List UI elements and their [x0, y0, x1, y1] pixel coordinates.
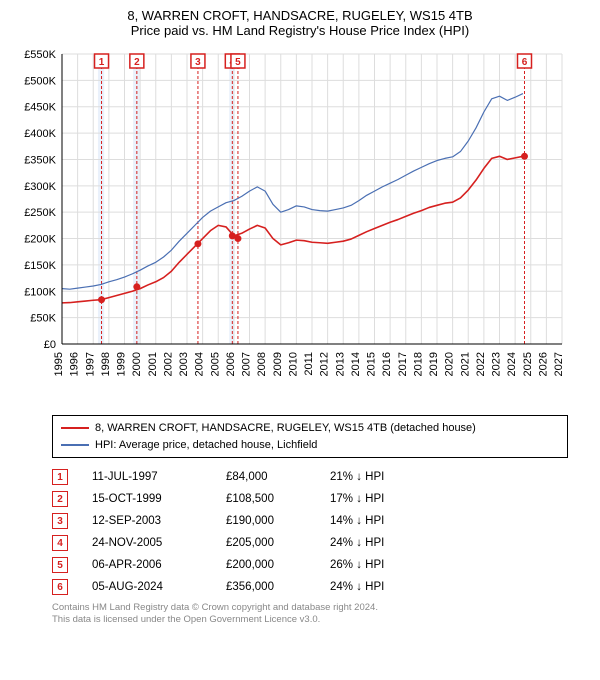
sale-date: 12-SEP-2003 — [92, 515, 202, 527]
svg-text:1995: 1995 — [53, 352, 65, 376]
svg-text:£450K: £450K — [24, 102, 56, 114]
page-title: 8, WARREN CROFT, HANDSACRE, RUGELEY, WS1… — [12, 8, 588, 23]
table-row: 2 15-OCT-1999 £108,500 17% ↓ HPI — [52, 488, 568, 510]
svg-text:1997: 1997 — [84, 352, 96, 376]
sale-delta: 21% ↓ HPI — [330, 471, 430, 483]
legend-swatch — [61, 427, 89, 429]
table-row: 5 06-APR-2006 £200,000 26% ↓ HPI — [52, 554, 568, 576]
sale-delta: 26% ↓ HPI — [330, 559, 430, 571]
svg-text:2020: 2020 — [444, 352, 456, 376]
legend-row: HPI: Average price, detached house, Lich… — [61, 437, 559, 454]
sale-price: £108,500 — [226, 493, 306, 505]
sale-price: £84,000 — [226, 471, 306, 483]
svg-text:2008: 2008 — [256, 352, 268, 376]
svg-text:2026: 2026 — [537, 352, 549, 376]
sale-price: £190,000 — [226, 515, 306, 527]
svg-text:2014: 2014 — [350, 352, 362, 376]
page-subtitle: Price paid vs. HM Land Registry's House … — [12, 23, 588, 38]
svg-text:2011: 2011 — [303, 352, 315, 376]
svg-text:2012: 2012 — [319, 352, 331, 376]
sale-price: £200,000 — [226, 559, 306, 571]
sale-price: £205,000 — [226, 537, 306, 549]
svg-text:2016: 2016 — [381, 352, 393, 376]
svg-text:2018: 2018 — [412, 352, 424, 376]
sale-number-box: 5 — [52, 557, 68, 573]
svg-text:£200K: £200K — [24, 234, 56, 246]
sale-date: 24-NOV-2005 — [92, 537, 202, 549]
svg-text:£400K: £400K — [24, 128, 56, 140]
table-row: 3 12-SEP-2003 £190,000 14% ↓ HPI — [52, 510, 568, 532]
table-row: 4 24-NOV-2005 £205,000 24% ↓ HPI — [52, 532, 568, 554]
footer-line2: This data is licensed under the Open Gov… — [52, 614, 568, 626]
svg-text:2009: 2009 — [272, 352, 284, 376]
svg-text:£150K: £150K — [24, 260, 56, 272]
svg-text:3: 3 — [195, 57, 201, 68]
svg-text:5: 5 — [235, 57, 241, 68]
sale-delta: 17% ↓ HPI — [330, 493, 430, 505]
sale-delta: 24% ↓ HPI — [330, 537, 430, 549]
svg-text:2013: 2013 — [334, 352, 346, 376]
svg-text:2004: 2004 — [194, 352, 206, 376]
svg-text:£300K: £300K — [24, 181, 56, 193]
svg-text:2015: 2015 — [366, 352, 378, 376]
svg-text:2019: 2019 — [428, 352, 440, 376]
svg-text:2017: 2017 — [397, 352, 409, 376]
svg-text:6: 6 — [522, 57, 528, 68]
footer-line1: Contains HM Land Registry data © Crown c… — [52, 602, 568, 614]
svg-text:£0: £0 — [44, 339, 56, 351]
svg-text:2023: 2023 — [491, 352, 503, 376]
svg-text:2010: 2010 — [287, 352, 299, 376]
svg-text:2007: 2007 — [241, 352, 253, 376]
svg-text:2000: 2000 — [131, 352, 143, 376]
svg-text:£250K: £250K — [24, 207, 56, 219]
svg-text:2006: 2006 — [225, 352, 237, 376]
svg-text:1996: 1996 — [69, 352, 81, 376]
svg-text:1998: 1998 — [100, 352, 112, 376]
svg-text:2024: 2024 — [506, 352, 518, 376]
legend-label: 8, WARREN CROFT, HANDSACRE, RUGELEY, WS1… — [95, 420, 476, 437]
svg-text:£500K: £500K — [24, 75, 56, 87]
svg-text:2001: 2001 — [147, 352, 159, 376]
svg-text:£100K: £100K — [24, 286, 56, 298]
sales-table: 1 11-JUL-1997 £84,000 21% ↓ HPI 2 15-OCT-1999… — [52, 466, 568, 598]
sale-delta: 14% ↓ HPI — [330, 515, 430, 527]
sale-number-box: 1 — [52, 469, 68, 485]
legend-swatch — [61, 444, 89, 446]
sale-number-box: 6 — [52, 579, 68, 595]
legend-row: 8, WARREN CROFT, HANDSACRE, RUGELEY, WS1… — [61, 420, 559, 437]
svg-text:2027: 2027 — [553, 352, 565, 376]
sale-date: 15-OCT-1999 — [92, 493, 202, 505]
svg-text:£50K: £50K — [30, 313, 56, 325]
sale-number-box: 4 — [52, 535, 68, 551]
sale-number-box: 3 — [52, 513, 68, 529]
sale-date: 05-AUG-2024 — [92, 581, 202, 593]
legend-label: HPI: Average price, detached house, Lich… — [95, 437, 317, 454]
table-row: 1 11-JUL-1997 £84,000 21% ↓ HPI — [52, 466, 568, 488]
svg-text:2025: 2025 — [522, 352, 534, 376]
legend: 8, WARREN CROFT, HANDSACRE, RUGELEY, WS1… — [52, 415, 568, 458]
svg-text:2003: 2003 — [178, 352, 190, 376]
price-chart: £0 £50K £100K £150K £200K £250K £300K £350K £400… — [12, 44, 588, 409]
svg-text:1999: 1999 — [116, 352, 128, 376]
table-row: 6 05-AUG-2024 £356,000 24% ↓ HPI — [52, 576, 568, 598]
sale-date: 06-APR-2006 — [92, 559, 202, 571]
svg-text:£550K: £550K — [24, 49, 56, 61]
chart-svg: £0 £50K £100K £150K £200K £250K £300K £350K £400… — [12, 44, 572, 404]
sale-date: 11-JUL-1997 — [92, 471, 202, 483]
svg-text:2005: 2005 — [209, 352, 221, 376]
sale-number-box: 2 — [52, 491, 68, 507]
svg-text:2021: 2021 — [459, 352, 471, 376]
footer-note: Contains HM Land Registry data © Crown c… — [52, 602, 568, 627]
svg-text:1: 1 — [99, 57, 105, 68]
sale-delta: 24% ↓ HPI — [330, 581, 430, 593]
svg-text:£350K: £350K — [24, 154, 56, 166]
sale-price: £356,000 — [226, 581, 306, 593]
svg-text:2022: 2022 — [475, 352, 487, 376]
svg-text:2002: 2002 — [162, 352, 174, 376]
svg-text:2: 2 — [134, 57, 140, 68]
